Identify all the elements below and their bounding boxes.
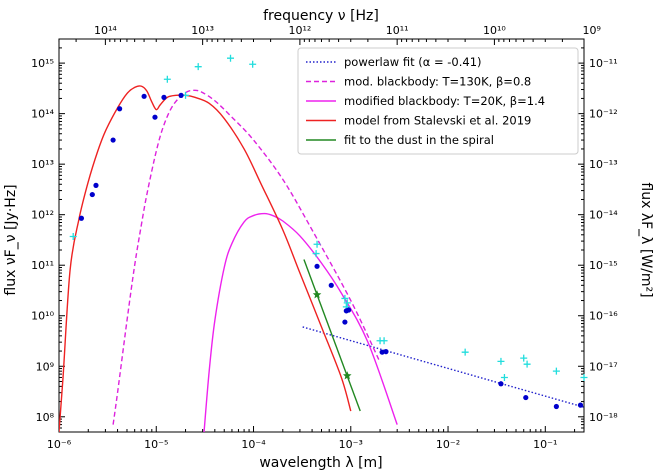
observed-point [89,191,95,198]
upper-point [227,54,235,62]
upper-point [69,233,77,241]
spiral-dust-star [312,290,322,299]
legend-label: modified blackbody: T=20K, β=1.4 [344,94,545,108]
spiral-dust-star [342,371,352,380]
legend-label: mod. blackbody: T=130K, β=0.8 [344,75,531,89]
left-tick-label: 10⁸ [36,411,55,424]
left-tick-label: 10⁹ [36,360,54,373]
right-tick-label: 10⁻¹⁸ [589,411,618,424]
upper-point [580,373,588,381]
ticks-layer: 10⁻⁶ 10⁻⁵ 10⁻⁴ 10⁻³ 10⁻² 10⁻¹ 10¹⁴ 10¹³ 10¹² 10¹¹… [31,24,618,451]
upper-point [523,360,531,368]
observed-point [141,93,147,99]
observed-point [523,394,529,401]
left-tick-label: 10¹³ [31,158,54,171]
points-layer [69,54,588,410]
upper-point [380,337,388,345]
right-tick-label: 10⁻¹¹ [589,57,618,70]
blackbody-20k-line [203,212,398,432]
right-axis-label: flux λF_λ [W/m²] [638,182,654,297]
observed-point [152,114,158,120]
right-tick-label: 10⁻¹⁷ [589,360,618,373]
right-tick-label: 10⁻¹⁶ [589,310,618,323]
top-tick-label: 10¹⁰ [483,24,506,37]
top-tick-label: 10⁹ [582,24,600,37]
legend-label: powerlaw fit (α = -0.41) [344,55,482,69]
upper-point [497,357,505,365]
observed-point [93,182,99,188]
top-tick-label: 10¹³ [191,24,214,37]
stalevski-model-line [59,85,352,432]
left-axis-label: flux νF_ν [Jy·Hz] [3,184,19,295]
curves-layer [59,85,584,432]
observed-point [577,402,584,408]
upper-point [163,75,171,83]
upper-point [343,299,351,307]
right-tick-label: 10⁻¹² [589,108,618,121]
observed-point [161,94,167,100]
left-tick-label: 10¹² [31,209,54,222]
observed-point [117,106,123,112]
top-tick-label: 10¹² [288,24,311,37]
upper-point [520,354,528,362]
powerlaw-fit-line [302,326,584,408]
bottom-tick-label: 10⁻² [436,438,460,451]
observed-point [110,137,116,143]
spiral-dust-fit-line [303,259,361,412]
observed-point [78,215,85,221]
upper-point [194,63,202,71]
upper-point [341,294,349,302]
upper-point [313,240,321,248]
upper-point [312,250,320,258]
upper-point [249,60,257,68]
upper-point [461,348,469,356]
observed-point [314,263,320,269]
right-tick-label: 10⁻¹⁴ [589,209,618,222]
left-tick-label: 10¹⁵ [31,57,54,70]
bottom-tick-label: 10⁻⁴ [241,438,266,451]
observed-point [346,307,352,313]
left-tick-label: 10¹⁰ [31,310,54,323]
top-axis-label: frequency ν [Hz] [263,8,379,24]
observed-point [328,282,334,288]
upper-point [500,373,508,381]
observed-point [342,319,348,325]
right-tick-label: 10⁻¹⁵ [589,259,618,272]
blackbody-130k-line [112,89,381,425]
legend-label: model from Stalevski et al. 2019 [344,114,531,128]
top-tick-label: 10¹¹ [386,24,409,37]
left-tick-label: 10¹⁴ [31,108,54,121]
observed-point [379,349,385,355]
legend-box [297,47,579,155]
observed-point [383,349,389,355]
bottom-axis-label: wavelength λ [m] [259,455,382,471]
observed-point [553,403,559,410]
observed-point [498,381,504,387]
observed-point [178,92,184,98]
bottom-tick-label: 10⁻⁵ [144,438,168,451]
legend-label: fit to the dust in the spiral [344,133,494,147]
bottom-tick-label: 10⁻¹ [533,438,557,451]
upper-point [552,367,560,375]
legend: powerlaw fit (α = -0.41) mod. blackbody: … [297,47,579,155]
left-tick-label: 10¹¹ [31,259,54,272]
bottom-tick-label: 10⁻⁶ [47,438,72,451]
top-tick-label: 10¹⁴ [94,24,117,37]
bottom-tick-label: 10⁻³ [339,438,363,451]
right-tick-label: 10⁻¹³ [589,158,618,171]
